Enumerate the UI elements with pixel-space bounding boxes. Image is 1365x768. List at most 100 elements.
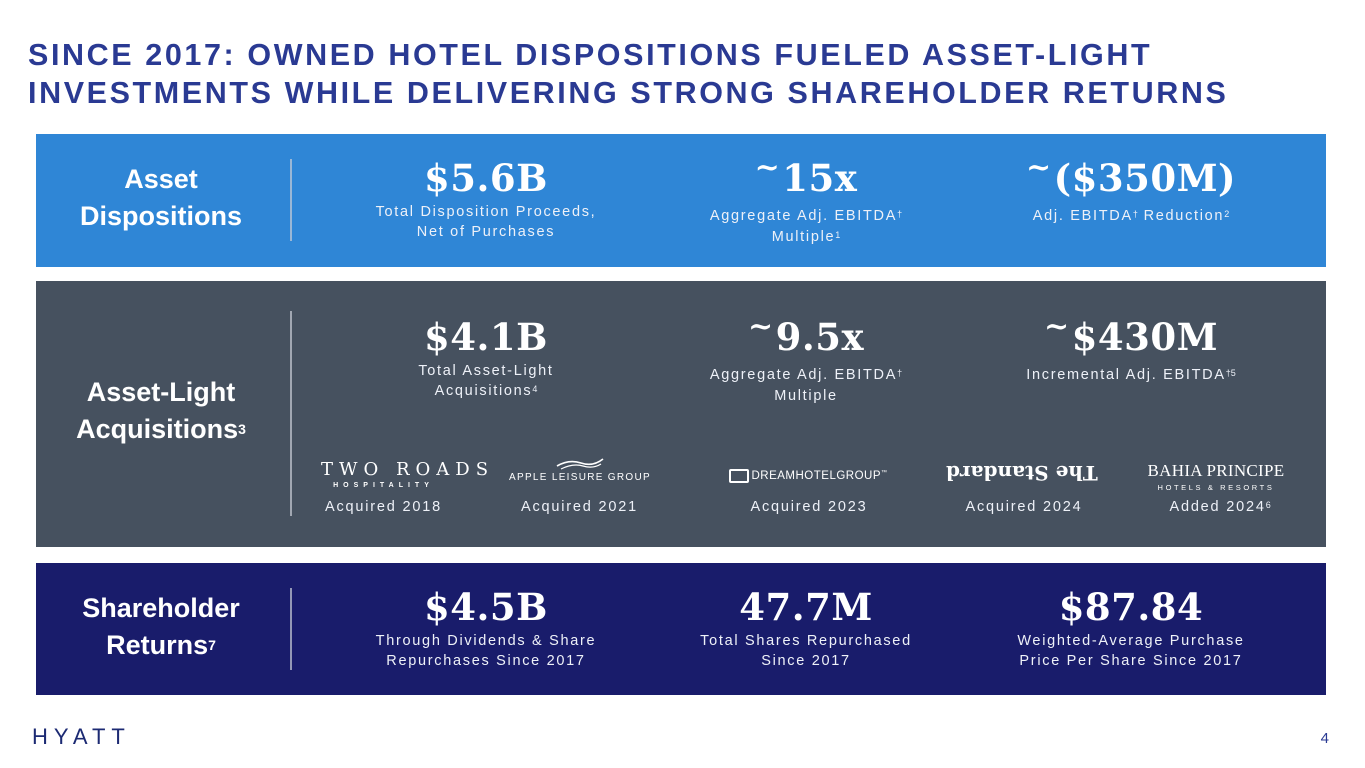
logo-wordmark: BAHIA PRINCIPE — [1147, 461, 1285, 480]
stat-dividends-repurchases: $4.5B Through Dividends & Share Repurcha… — [336, 583, 636, 671]
stat-description: Weighted-Average Purchase Price Per Shar… — [966, 631, 1296, 671]
stat-desc-line: Total Asset-Light — [418, 363, 554, 379]
footnote-mark: † — [897, 368, 903, 378]
stat-value: 47.7M — [739, 585, 873, 629]
stat-shares-repurchased: 47.7M Total Shares Repurchased Since 201… — [656, 583, 956, 671]
approx-symbol: ~ — [747, 309, 774, 344]
stat-number: 15x — [782, 156, 858, 200]
asset-light-acquisitions-band: Asset-Light Acquisitions3 $4.1B Total As… — [36, 281, 1326, 547]
returns-label-line1: Shareholder — [82, 593, 240, 623]
stat-incremental-ebitda: ~$430M Incremental Adj. EBITDA†5 — [966, 309, 1296, 386]
two-roads-logo: TWO ROADS HOSPITALITY — [321, 459, 495, 489]
footnote-mark: 4 — [532, 384, 538, 394]
stat-disposition-multiple: ~15x Aggregate Adj. EBITDA† Multiple1 — [656, 150, 956, 248]
returns-label: Shareholder Returns7 — [46, 590, 276, 668]
stat-number: 9.5x — [775, 315, 865, 359]
dispositions-label-line1: Asset — [124, 164, 198, 194]
returns-divider — [290, 588, 292, 670]
label-text: Acquisitions — [76, 414, 239, 444]
stat-desc-line: Multiple1 — [656, 227, 956, 248]
stat-desc-line: Repurchases Since 2017 — [386, 653, 586, 669]
dream-hotel-group-caption: Acquired 2023 — [750, 499, 868, 515]
stat-description: Through Dividends & Share Repurchases Si… — [336, 631, 636, 671]
stat-desc-line: Adj. EBITDA† Reduction2 — [966, 206, 1296, 227]
stat-description: Adj. EBITDA† Reduction2 — [966, 206, 1296, 227]
stat-description: Aggregate Adj. EBITDA† Multiple1 — [656, 206, 956, 248]
stat-desc-line: Total Shares Repurchased — [700, 633, 912, 649]
acquisitions-divider — [290, 311, 292, 516]
footnote-mark: 3 — [238, 421, 246, 437]
desc-text: Aggregate Adj. EBITDA — [709, 367, 898, 383]
trademark-mark: ™ — [881, 469, 888, 476]
desc-text: Multiple — [771, 229, 836, 245]
stat-desc-line: Price Per Share Since 2017 — [1019, 653, 1243, 669]
caption-text: Added 2024 — [1169, 499, 1266, 515]
the-standard-caption: Acquired 2024 — [965, 499, 1083, 515]
stat-desc-line: Since 2017 — [761, 653, 851, 669]
stat-desc-line: Incremental Adj. EBITDA†5 — [966, 365, 1296, 386]
logo-wordmark: HYATT — [32, 724, 131, 749]
desc-text: Acquisitions — [434, 383, 533, 399]
page-title: SINCE 2017: OWNED HOTEL DISPOSITIONS FUE… — [28, 36, 1348, 112]
logo-wordmark: DREAMHOTELGROUP™ — [751, 470, 887, 482]
stat-description: Total Asset-Light Acquisitions4 — [336, 361, 636, 402]
bahia-principe-logo: BAHIA PRINCIPE HOTELS & RESORTS — [1136, 461, 1296, 492]
desc-text: Aggregate Adj. EBITDA — [709, 208, 898, 224]
approx-symbol: ~ — [1043, 309, 1070, 344]
stat-value: $4.5B — [424, 585, 548, 629]
stat-description: Total Disposition Proceeds, Net of Purch… — [336, 202, 636, 242]
dispositions-divider — [290, 159, 292, 241]
approx-symbol: ~ — [754, 150, 781, 185]
stat-description: Incremental Adj. EBITDA†5 — [966, 365, 1296, 386]
stat-value: $87.84 — [1058, 585, 1204, 629]
apple-leisure-group-caption: Acquired 2021 — [521, 499, 638, 515]
footnote-mark: †5 — [1225, 368, 1236, 378]
stat-desc-line: Aggregate Adj. EBITDA† — [656, 206, 956, 227]
logo-subtext: HOTELS & RESORTS — [1157, 483, 1275, 492]
logo-wordmark: TWO ROADS — [321, 459, 495, 480]
stat-acquisition-multiple: ~9.5x Aggregate Adj. EBITDA† Multiple — [656, 309, 956, 406]
desc-text: Reduction — [1137, 208, 1225, 224]
stat-desc-line: Aggregate Adj. EBITDA† — [656, 365, 956, 386]
stat-average-purchase-price: $87.84 Weighted-Average Purchase Price P… — [966, 583, 1296, 671]
apple-leisure-group-logo: APPLE LEISURE GROUP — [506, 457, 654, 483]
logo-wordmark: APPLE LEISURE GROUP — [509, 472, 651, 483]
stat-number: $430M — [1071, 315, 1219, 359]
stat-desc-line: Total Disposition Proceeds, — [375, 204, 597, 220]
hyatt-logo: HYATT — [32, 724, 131, 750]
footnote-mark: 6 — [1265, 500, 1273, 510]
approx-symbol: ~ — [1025, 150, 1052, 185]
acquisitions-label-line2: Acquisitions3 — [46, 411, 276, 452]
stat-value: $5.6B — [424, 156, 548, 200]
asset-dispositions-band: Asset Dispositions $5.6B Total Dispositi… — [36, 134, 1326, 267]
stat-description: Aggregate Adj. EBITDA† Multiple — [656, 365, 956, 406]
dream-box-icon — [729, 468, 750, 483]
stat-value: $4.1B — [424, 315, 548, 359]
logo-text: DREAMHOTELGROUP — [751, 469, 882, 482]
acquisitions-label: Asset-Light Acquisitions3 — [46, 374, 276, 452]
dispositions-label: Asset Dispositions — [46, 161, 276, 235]
title-line-1: SINCE 2017: OWNED HOTEL DISPOSITIONS FUE… — [28, 38, 1153, 72]
stat-desc-line: Acquisitions4 — [336, 381, 636, 402]
stat-desc-line: Net of Purchases — [416, 224, 556, 240]
page-number: 4 — [1320, 730, 1329, 747]
shareholder-returns-band: Shareholder Returns7 $4.5B Through Divid… — [36, 563, 1326, 695]
stat-acquisition-total: $4.1B Total Asset-Light Acquisitions4 — [336, 313, 636, 402]
footnote-mark: † — [897, 209, 903, 219]
the-standard-logo: The Standard — [946, 461, 1098, 485]
footnote-mark: 2 — [1224, 209, 1230, 219]
stat-value: ~15x — [656, 150, 956, 206]
stat-value: ~9.5x — [656, 309, 956, 365]
stat-description: Total Shares Repurchased Since 2017 — [656, 631, 956, 671]
footnote-mark: 7 — [208, 637, 216, 653]
dream-hotel-group-logo: DREAMHOTELGROUP™ — [706, 467, 911, 485]
desc-text: Adj. EBITDA — [1032, 208, 1133, 224]
stat-desc-line: Weighted-Average Purchase — [1017, 633, 1245, 649]
stat-value: ~($350M) — [966, 150, 1296, 206]
footnote-mark: 1 — [835, 230, 841, 240]
logo-wordmark: The Standard — [946, 461, 1098, 485]
stat-disposition-proceeds: $5.6B Total Disposition Proceeds, Net of… — [336, 154, 636, 242]
stat-desc-line: Multiple — [774, 388, 838, 404]
title-line-2: INVESTMENTS WHILE DELIVERING STRONG SHAR… — [28, 76, 1229, 110]
dispositions-label-line2: Dispositions — [79, 201, 242, 231]
